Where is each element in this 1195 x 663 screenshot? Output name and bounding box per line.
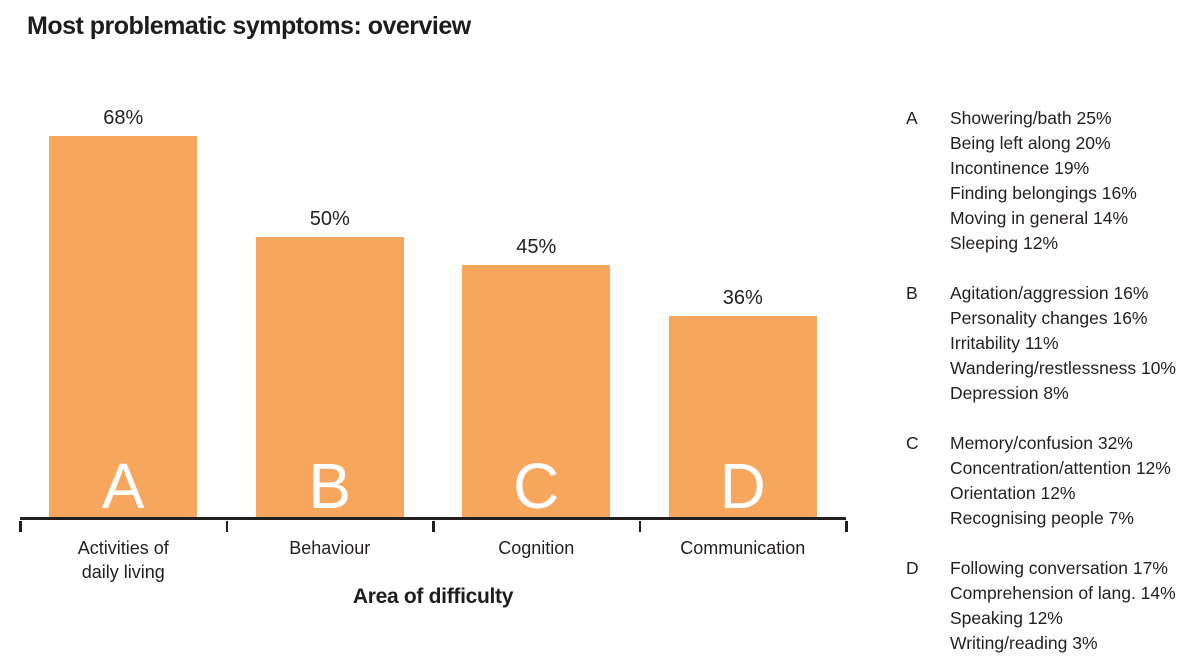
legend-item: Personality changes 16%: [950, 308, 1148, 328]
x-axis-tick: [225, 521, 228, 532]
legend-item: Orientation 12%: [950, 483, 1076, 503]
x-axis-title: Area of difficulty: [352, 585, 514, 608]
legend-item: Following conversation 17%: [950, 558, 1168, 578]
legend-section-c: C Memory/confusion 32% Concentration/atten…: [906, 431, 1191, 531]
bar-a: [49, 136, 198, 518]
legend-item: Irritability 11%: [950, 333, 1059, 353]
legend-item: Recognising people 7%: [950, 508, 1134, 528]
x-tick-label: Activities of daily living: [77, 538, 169, 582]
legend-section-letter: A: [906, 108, 918, 128]
legend-item: Writing/reading 3%: [950, 633, 1098, 653]
x-axis-tick: [845, 521, 848, 532]
bar-letter: B: [308, 450, 352, 522]
legend-item: Comprehension of lang. 14%: [950, 583, 1176, 603]
legend-section-letter: B: [906, 283, 918, 303]
x-axis-tick: [19, 521, 22, 532]
bar-d: [668, 316, 817, 518]
legend-section-d: D Following conversation 17% Comprehension…: [906, 556, 1191, 656]
legend-item: Wandering/restlessness 10%: [950, 358, 1176, 378]
legend-item: Concentration/attention 12%: [950, 458, 1171, 478]
legend-item: Showering/bath 25%: [950, 108, 1112, 128]
bar-letter: D: [719, 450, 766, 522]
bar-letter: A: [101, 450, 145, 522]
legend-item-list: Memory/confusion 32% Concentration/attent…: [950, 431, 1171, 531]
legend-item-list: Following conversation 17% Comprehension …: [950, 556, 1176, 656]
legend-item: Sleeping 12%: [950, 233, 1058, 253]
x-tick-label: Cognition: [498, 538, 575, 558]
legend-item: Memory/confusion 32%: [950, 433, 1133, 453]
legend-section-letter: C: [906, 433, 919, 453]
legend-item: Speaking 12%: [950, 608, 1063, 628]
x-tick-label: Behaviour: [289, 538, 371, 558]
legend-section-a: A Showering/bath 25% Being left along 20% I…: [906, 106, 1191, 256]
bar-letter: C: [513, 450, 560, 522]
x-axis-line: [20, 517, 846, 520]
legend-item: Agitation/aggression 16%: [950, 283, 1149, 303]
legend-item: Being left along 20%: [950, 133, 1111, 153]
bar-value-label: 45%: [516, 236, 557, 258]
legend-item-list: Showering/bath 25% Being left along 20% In…: [950, 106, 1137, 256]
legend: A Showering/bath 25% Being left along 20% I…: [906, 106, 1191, 663]
bar-b: [255, 237, 404, 518]
x-axis-tick: [432, 521, 435, 532]
legend-item: Moving in general 14%: [950, 208, 1129, 228]
legend-item-list: Agitation/aggression 16% Personality chan…: [950, 281, 1176, 406]
x-axis-tick: [638, 521, 641, 532]
legend-item: Depression 8%: [950, 383, 1069, 403]
legend-item: Finding belongings 16%: [950, 183, 1137, 203]
bar-value-label: 68%: [103, 107, 144, 129]
legend-item: Incontinence 19%: [950, 158, 1090, 178]
bar-c: [462, 265, 611, 518]
legend-section-letter: D: [906, 558, 919, 578]
legend-section-b: B Agitation/aggression 16% Personality cha…: [906, 281, 1191, 406]
chart-title: Most problematic symptoms: overview: [27, 12, 471, 40]
bar-value-label: 36%: [722, 287, 763, 309]
x-tick-label: Communication: [680, 538, 806, 558]
bar-value-label: 50%: [309, 208, 350, 230]
